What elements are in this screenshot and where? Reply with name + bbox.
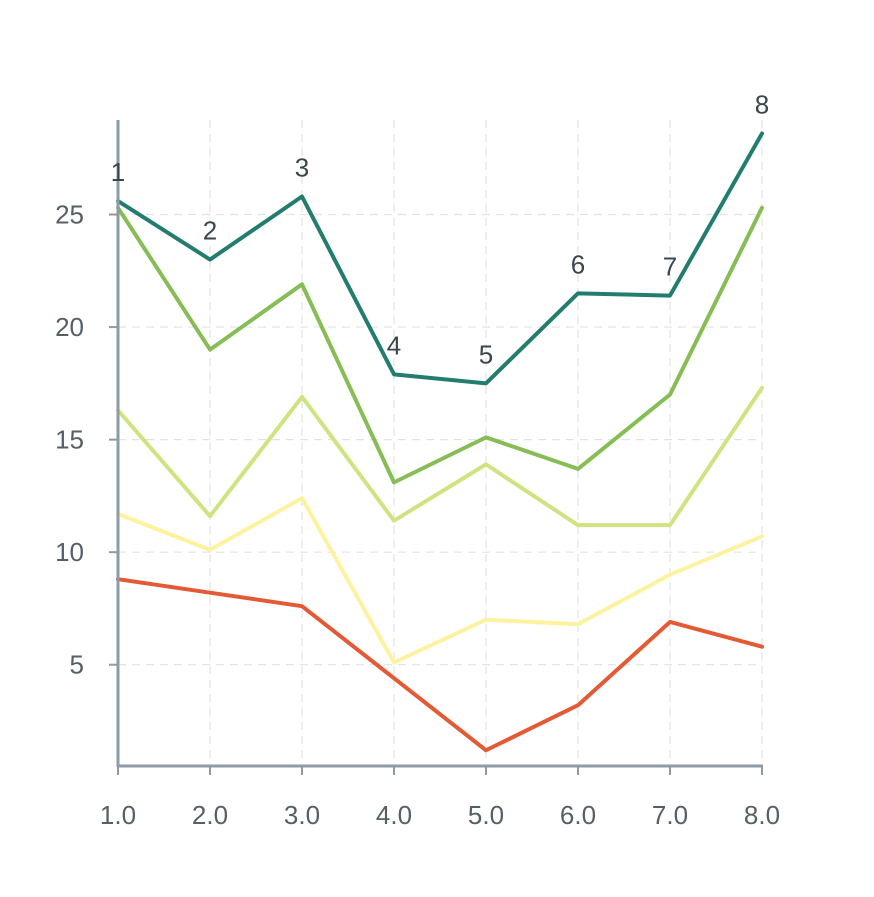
x-tick-label: 4.0 xyxy=(376,800,412,830)
point-label: 7 xyxy=(663,252,677,282)
x-tick-label: 3.0 xyxy=(284,800,320,830)
y-tick-label: 10 xyxy=(55,537,84,567)
axes xyxy=(116,120,763,768)
point-label: 6 xyxy=(571,249,585,279)
series-line-4 xyxy=(116,205,764,485)
y-tick-label: 25 xyxy=(55,200,84,230)
grid xyxy=(118,120,763,766)
x-tick-label: 5.0 xyxy=(468,800,504,830)
point-label: 2 xyxy=(203,216,217,246)
y-tick-label: 5 xyxy=(70,650,84,680)
point-label: 8 xyxy=(755,90,769,120)
x-tick-label: 6.0 xyxy=(560,800,596,830)
point-label: 5 xyxy=(479,339,493,369)
series-line-2 xyxy=(116,496,764,665)
point-label: 3 xyxy=(295,153,309,183)
series-line-3 xyxy=(116,385,764,528)
point-labels: 1 2 3 4 5 6 7 8 xyxy=(111,90,769,370)
x-tick-label: 1.0 xyxy=(100,800,136,830)
point-label: 1 xyxy=(111,157,125,187)
y-tick-label: 20 xyxy=(55,312,84,342)
x-tick-label: 2.0 xyxy=(192,800,228,830)
point-label: 4 xyxy=(387,330,401,360)
x-tick-label: 8.0 xyxy=(744,800,780,830)
x-tick-label: 7.0 xyxy=(652,800,688,830)
series-line-5 xyxy=(116,131,764,386)
y-tick-label: 15 xyxy=(55,425,84,455)
series-line-1 xyxy=(116,577,764,753)
series-layer xyxy=(116,131,764,753)
